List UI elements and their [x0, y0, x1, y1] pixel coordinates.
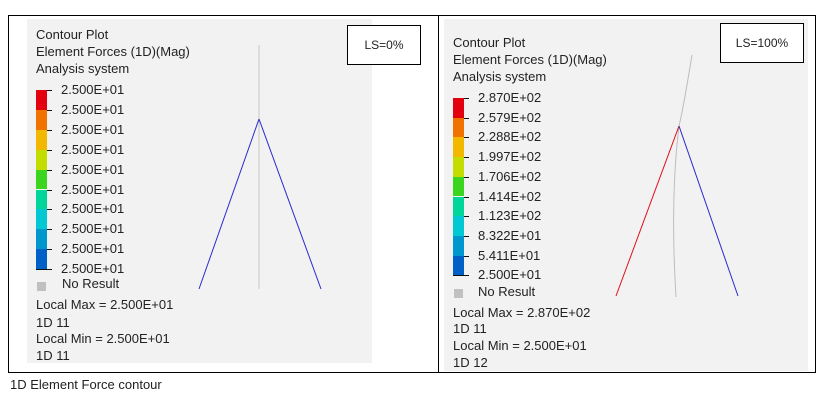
right-no-result-swatch — [454, 289, 463, 298]
left-max-element: 1D 11 — [36, 315, 70, 330]
right-legend-label: 1.414E+02 — [478, 188, 542, 204]
right-viewport[interactable] — [444, 19, 808, 371]
right-local-min: Local Min = 2.500E+01 — [453, 338, 587, 353]
right-header-system: Analysis system — [453, 69, 547, 84]
left-legend-label: 2.500E+01 — [61, 121, 125, 137]
right-max-element: 1D 11 — [453, 321, 487, 336]
left-legend-color-band — [36, 129, 47, 150]
right-legend-label: 2.500E+01 — [478, 267, 542, 283]
right-legend-label: 5.411E+01 — [478, 247, 541, 263]
left-legend-label: 2.500E+01 — [61, 161, 125, 177]
right-legend-label: 1.997E+02 — [478, 149, 542, 165]
left-legend-color-band — [36, 229, 47, 250]
right-element-12[interactable] — [678, 125, 739, 297]
right-legend-label: 2.579E+02 — [478, 109, 542, 125]
left-element-12[interactable] — [258, 118, 322, 290]
right-legend-color-band — [453, 255, 464, 276]
right-legend-color-band — [453, 235, 464, 256]
left-element-11[interactable] — [198, 118, 260, 290]
left-local-min: Local Min = 2.500E+01 — [36, 331, 170, 346]
right-header-title: Contour Plot — [453, 35, 526, 50]
left-header-subtitle: Element Forces (1D)(Mag) — [36, 44, 190, 59]
right-legend-color-band — [453, 137, 464, 158]
right-ls-label-box: LS=100% — [720, 23, 804, 63]
left-legend-label: 2.500E+01 — [61, 241, 125, 257]
right-deformed-member — [673, 54, 693, 298]
left-viewport[interactable] — [27, 19, 372, 363]
left-legend-tick — [36, 269, 52, 271]
right-ls-label: LS=100% — [735, 36, 789, 50]
right-local-max: Local Max = 2.870E+02 — [453, 305, 591, 320]
right-legend-label: 2.870E+02 — [478, 90, 542, 105]
figure-caption: 1D Element Force contour — [10, 377, 162, 392]
left-ls-label: LS=0% — [364, 38, 404, 52]
left-legend-label: 2.500E+01 — [61, 201, 125, 217]
right-legend-label: 2.288E+02 — [478, 129, 542, 145]
right-min-element: 1D 12 — [453, 355, 488, 370]
right-legend-color-band — [453, 117, 464, 138]
right-legend-tick — [453, 275, 469, 277]
left-legend-label: 2.500E+01 — [61, 181, 125, 197]
left-min-element: 1D 11 — [36, 348, 70, 363]
right-legend-label: 8.322E+01 — [478, 227, 542, 243]
right-legend-color-band — [453, 176, 464, 197]
left-no-result-swatch — [37, 282, 46, 291]
figure-frame — [8, 15, 816, 373]
left-header-title: Contour Plot — [36, 27, 109, 42]
right-legend-label: 1.706E+02 — [478, 168, 542, 184]
left-header-system: Analysis system — [36, 61, 130, 76]
left-legend-color-band — [36, 149, 47, 170]
right-legend-label: 1.123E+02 — [478, 208, 542, 224]
left-legend-color-band — [36, 169, 47, 190]
left-legend-label: 2.500E+01 — [61, 101, 125, 117]
left-legend-color-band — [36, 189, 47, 210]
left-legend-label: 2.500E+01 — [61, 141, 125, 157]
left-legend-color-band — [36, 90, 47, 110]
left-no-result-label: No Result — [62, 276, 120, 291]
left-legend-color-band — [36, 109, 47, 130]
left-local-max: Local Max = 2.500E+01 — [36, 297, 174, 312]
right-legend-color-band — [453, 216, 464, 236]
left-legend-label: 2.500E+01 — [61, 261, 125, 277]
right-no-result-label: No Result — [478, 284, 536, 299]
right-header-subtitle: Element Forces (1D)(Mag) — [453, 52, 607, 67]
left-legend-color-band — [36, 249, 47, 270]
right-legend-color-band — [453, 196, 464, 217]
right-element-11[interactable] — [615, 125, 680, 297]
left-legend-label: 2.500E+01 — [61, 221, 125, 237]
left-legend-color-band — [36, 209, 47, 230]
left-legend-label: 2.500E+01 — [61, 82, 125, 97]
left-ls-label-box: LS=0% — [347, 25, 421, 65]
right-legend-color-band — [453, 98, 464, 118]
panel-divider — [438, 15, 439, 373]
right-legend-color-band — [453, 157, 464, 177]
